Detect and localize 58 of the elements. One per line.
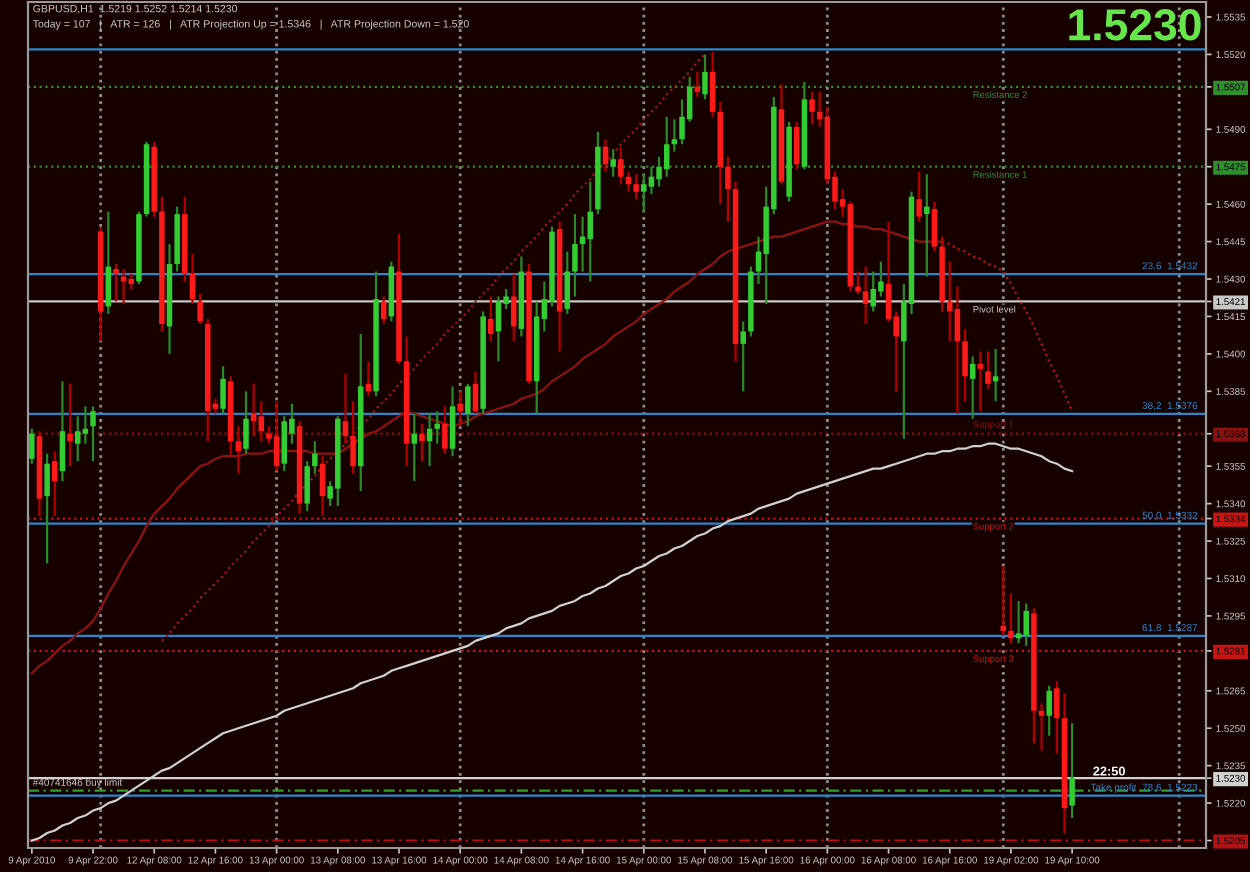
candlestick — [709, 50, 716, 118]
candlestick — [304, 460, 310, 513]
candlestick — [495, 295, 502, 363]
line-series — [940, 240, 1074, 413]
candlestick — [465, 382, 471, 428]
candlestick — [449, 385, 456, 458]
candlestick — [67, 382, 73, 468]
candlestick — [419, 422, 425, 463]
candlestick — [411, 412, 418, 483]
candlestick — [74, 415, 81, 463]
candlestick — [312, 440, 318, 475]
candlestick — [992, 347, 999, 403]
candlestick — [924, 173, 930, 278]
candlestick — [572, 213, 578, 298]
candlestick — [1046, 684, 1052, 737]
candlestick — [59, 380, 66, 483]
candlestick — [1069, 722, 1075, 820]
annotation: 1.5230 — [1069, 9, 1201, 41]
candlestick — [120, 267, 127, 306]
candlestick — [985, 350, 991, 390]
candlestick — [862, 265, 869, 326]
candlestick — [52, 450, 58, 518]
candlestick — [1000, 564, 1007, 637]
candlestick — [633, 173, 639, 201]
candlestick — [740, 320, 746, 393]
candlestick — [878, 260, 884, 298]
candlestick — [618, 145, 624, 186]
candlestick — [641, 173, 647, 213]
candlestick — [243, 390, 249, 455]
candlestick — [1008, 592, 1014, 645]
candlestick — [235, 425, 242, 475]
candlestick — [564, 250, 571, 316]
candlestick — [510, 272, 517, 343]
candlestick — [457, 390, 463, 428]
candlestick — [794, 120, 800, 171]
candlestick — [916, 170, 922, 223]
candlestick — [587, 180, 593, 283]
candlestick — [809, 90, 815, 126]
candlestick — [671, 118, 678, 153]
candlestick — [1023, 602, 1029, 647]
candlestick — [281, 415, 288, 473]
candlestick — [488, 295, 494, 343]
candlestick — [870, 270, 877, 313]
candlestick — [90, 405, 96, 463]
candlestick — [29, 427, 35, 465]
candlestick — [220, 365, 226, 415]
line-series — [160, 53, 707, 642]
candlestick — [442, 405, 448, 455]
candlestick — [82, 405, 89, 445]
candlestick — [694, 70, 701, 98]
candlestick — [380, 295, 387, 326]
candlestick — [969, 355, 976, 420]
candlestick — [273, 400, 280, 473]
candlestick — [1015, 599, 1022, 645]
candlestick — [977, 350, 984, 413]
candlestick — [113, 262, 119, 303]
candlestick — [44, 452, 50, 565]
candlestick — [258, 400, 265, 443]
